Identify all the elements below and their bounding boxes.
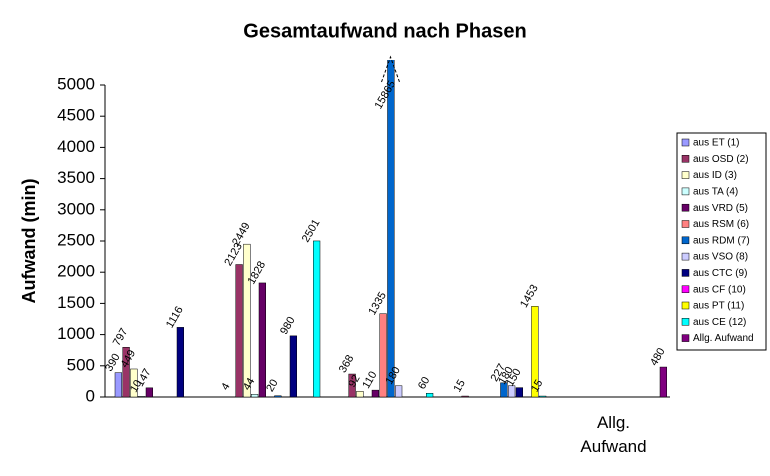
legend-label: aus TA (4) [693,187,738,198]
bar [500,382,508,398]
bar [379,313,387,398]
legend-label: Allg. Aufwand [693,333,754,344]
bar [145,387,153,398]
legend-label: aus OSD (2) [693,154,749,165]
legend-swatch [681,334,690,342]
legend-swatch [681,187,690,196]
legend-swatch [681,155,690,163]
value-label: 1335 [366,290,389,317]
y-tick-label: 1000 [57,324,95,343]
legend-swatch [681,236,690,245]
value-label: 449 [119,348,139,370]
bar [508,385,516,398]
legend-label: aus RDM (7) [693,235,750,246]
value-label: 60 [416,375,433,392]
bar [114,372,122,398]
y-tick-label: 2500 [57,230,95,249]
legend-label: aus CF (10) [693,284,746,295]
legend-swatch [681,318,690,326]
value-label: 20 [264,377,281,394]
y-tick-label: 3500 [57,168,95,187]
y-tick-label: 500 [67,355,95,374]
value-label: 92 [346,373,363,390]
value-label: 10 [128,378,145,395]
bar [659,366,667,398]
legend-label: aus VSO (8) [693,252,748,263]
value-label: 15 [529,378,546,395]
bar [251,394,259,398]
bar [348,373,356,398]
bar [313,240,321,398]
legend-label: aus ID (3) [693,170,737,181]
bar [258,282,266,398]
bar [531,306,539,398]
bar [122,347,130,398]
value-label: 797 [111,326,131,348]
bar [539,395,547,398]
bar [387,60,395,398]
legend-label: aus ET (1) [693,138,740,149]
y-tick-label: 1500 [57,293,95,312]
bar [395,385,403,398]
y-tick-label: 2000 [57,262,95,281]
y-tick-label: 4000 [57,137,95,156]
y-tick-label: 3000 [57,199,95,218]
legend-label: aus CTC (9) [693,268,747,279]
legend-swatch [681,171,690,179]
y-axis-label: Aufwand (min) [19,179,39,304]
y-tick-label: 5000 [57,74,95,93]
bar [371,389,379,398]
legend-swatch [681,285,690,293]
value-label: 1116 [164,304,186,330]
legend-label: aus VRD (5) [693,203,748,214]
axis-break [381,55,400,83]
y-tick-label: 4500 [57,106,95,125]
value-label: 368 [337,353,357,375]
x-tick-label: Allg. Aufwand [580,413,646,456]
legend-label: aus RSM (6) [693,219,749,230]
value-label: 2501 [300,217,323,244]
bar [176,327,184,398]
value-label: 1453 [518,283,541,310]
bar [274,395,282,398]
value-label: 2449 [230,221,253,248]
legend-swatch [681,269,690,277]
legend-swatch [681,138,690,147]
value-label: 110 [360,369,379,390]
legend-swatch [681,220,690,228]
bar [243,243,251,398]
value-label: 480 [648,346,668,368]
value-label: 15 [451,378,468,395]
value-label: 44 [241,376,258,393]
bar [289,335,297,398]
legend-swatch [681,252,690,261]
y-tick-label: 0 [86,386,95,405]
bar [138,396,146,398]
legend-label: aus CE (12) [693,317,746,328]
value-label: 4 [219,381,232,392]
bar [461,395,469,398]
legend [676,132,767,351]
legend-swatch [681,203,690,212]
legend-swatch [681,301,690,310]
value-label: 980 [278,315,298,337]
plot-area [114,60,667,398]
bar [515,387,523,398]
bar [130,368,138,398]
bar [235,264,243,398]
bar [426,393,434,398]
legend-label: aus PT (11) [693,301,744,312]
chart-title: Gesamtaufwand nach Phasen [243,20,526,42]
bar [356,391,364,398]
